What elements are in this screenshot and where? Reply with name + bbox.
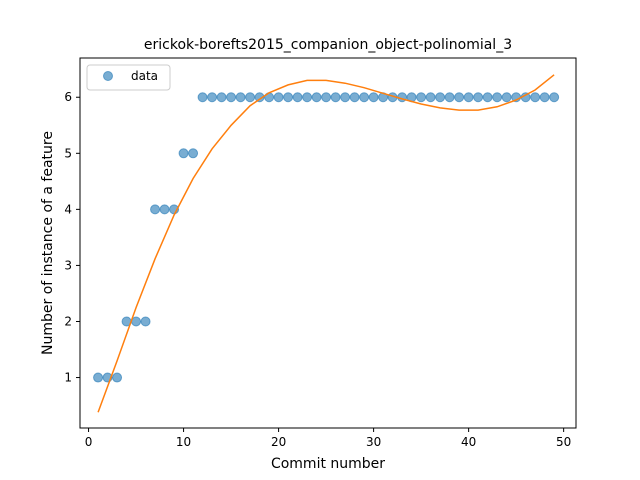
data-point xyxy=(302,92,313,103)
data-point xyxy=(482,92,493,103)
y-axis: 1 2 3 4 5 6 xyxy=(64,90,80,385)
data-point xyxy=(340,92,351,103)
data-point xyxy=(273,92,284,103)
data-point xyxy=(159,204,170,215)
data-point xyxy=(463,92,474,103)
x-tick-label: 30 xyxy=(366,435,381,449)
data-point xyxy=(245,92,256,103)
x-tick-label: 20 xyxy=(271,435,286,449)
legend-label-data: data xyxy=(131,69,158,83)
data-point xyxy=(425,92,436,103)
x-tick-label: 10 xyxy=(176,435,191,449)
data-point xyxy=(283,92,294,103)
y-tick-label: 2 xyxy=(64,314,72,328)
data-point xyxy=(93,372,104,383)
y-tick-label: 1 xyxy=(64,371,72,385)
data-point xyxy=(254,92,265,103)
data-point xyxy=(178,148,189,159)
x-axis-label: Commit number xyxy=(271,456,385,472)
data-point xyxy=(150,204,161,215)
data-point xyxy=(530,92,541,103)
x-axis: 0 10 20 30 40 50 xyxy=(85,428,571,449)
data-point xyxy=(473,92,484,103)
data-point xyxy=(216,92,227,103)
data-point xyxy=(330,92,341,103)
data-point xyxy=(311,92,322,103)
data-point xyxy=(140,316,151,327)
fit-curve-line xyxy=(97,74,555,413)
y-tick-label: 4 xyxy=(64,202,72,216)
data-point xyxy=(349,92,360,103)
x-tick-label: 50 xyxy=(556,435,571,449)
legend: data xyxy=(86,64,171,91)
data-point xyxy=(444,92,455,103)
data-point xyxy=(549,92,560,103)
data-point xyxy=(226,92,237,103)
data-point xyxy=(435,92,446,103)
data-point xyxy=(368,92,379,103)
x-tick-label: 0 xyxy=(85,435,93,449)
x-tick-label: 40 xyxy=(461,435,476,449)
y-tick-label: 3 xyxy=(64,258,72,272)
data-point xyxy=(235,92,246,103)
data-point xyxy=(359,92,370,103)
data-point xyxy=(207,92,218,103)
data-point xyxy=(501,92,512,103)
chart-title: erickok-borefts2015_companion_object-pol… xyxy=(144,37,512,53)
data-point xyxy=(188,148,199,159)
plot-area xyxy=(93,74,560,413)
data-point xyxy=(416,92,427,103)
data-point xyxy=(321,92,332,103)
y-tick-label: 5 xyxy=(64,146,72,160)
data-point xyxy=(454,92,465,103)
y-tick-label: 6 xyxy=(64,90,72,104)
data-point xyxy=(292,92,303,103)
y-axis-label: Number of instance of a feature xyxy=(40,131,56,355)
plot-frame xyxy=(79,57,577,429)
data-point xyxy=(539,92,550,103)
data-point xyxy=(492,92,503,103)
data-point xyxy=(197,92,208,103)
legend-marker-data xyxy=(103,71,113,81)
data-point xyxy=(112,372,123,383)
